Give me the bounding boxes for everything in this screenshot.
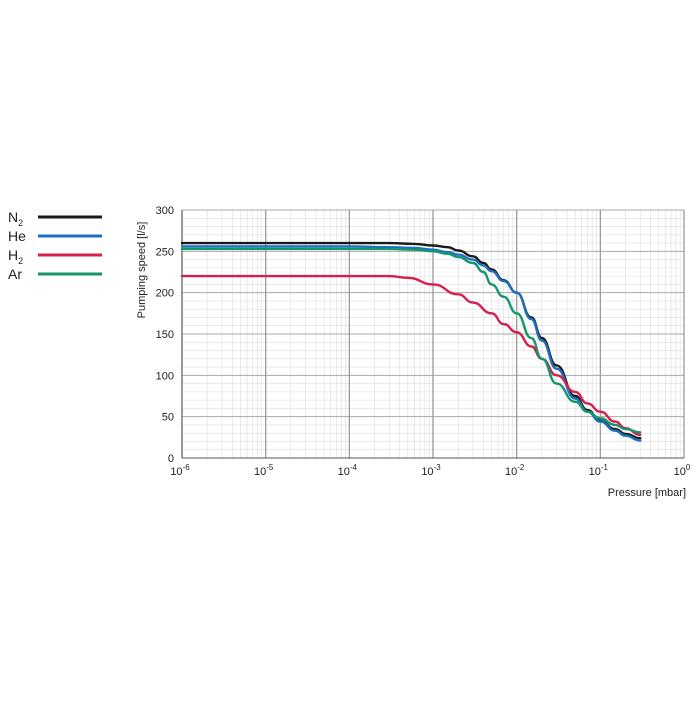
x-tick-label: 10-1 xyxy=(589,463,609,478)
series-layer xyxy=(180,241,642,442)
legend-label: H2 xyxy=(8,247,23,266)
y-tick-label: 150 xyxy=(156,329,174,341)
x-tick-label: 10-5 xyxy=(254,463,274,478)
y-tick-label: 200 xyxy=(156,288,174,300)
axes-layer: 0 50 100 150 200 250 300 10-6 10-5 10-4 10-3 10-2 10… xyxy=(156,205,691,478)
y-axis-label: Pumping speed [l/s] xyxy=(136,222,148,319)
legend-label: N2 xyxy=(8,209,23,228)
x-tick-label: 10-4 xyxy=(338,463,358,478)
y-tick-label: 0 xyxy=(168,453,174,465)
legend-label: He xyxy=(8,228,26,244)
y-tick-label: 250 xyxy=(156,246,174,258)
y-tick-label: 100 xyxy=(156,370,174,382)
y-tick-label: 300 xyxy=(156,205,174,217)
x-tick-label: 10-2 xyxy=(505,463,525,478)
x-axis-label: Pressure [mbar] xyxy=(608,487,686,499)
legend-label: Ar xyxy=(8,266,22,282)
x-tick-label: 10-6 xyxy=(170,463,190,478)
x-tick-label: 100 xyxy=(674,463,691,478)
y-tick-label: 50 xyxy=(162,412,174,424)
series-line-ar xyxy=(180,247,642,434)
series-line-h2 xyxy=(180,274,642,437)
x-tick-label: 10-3 xyxy=(421,463,441,478)
